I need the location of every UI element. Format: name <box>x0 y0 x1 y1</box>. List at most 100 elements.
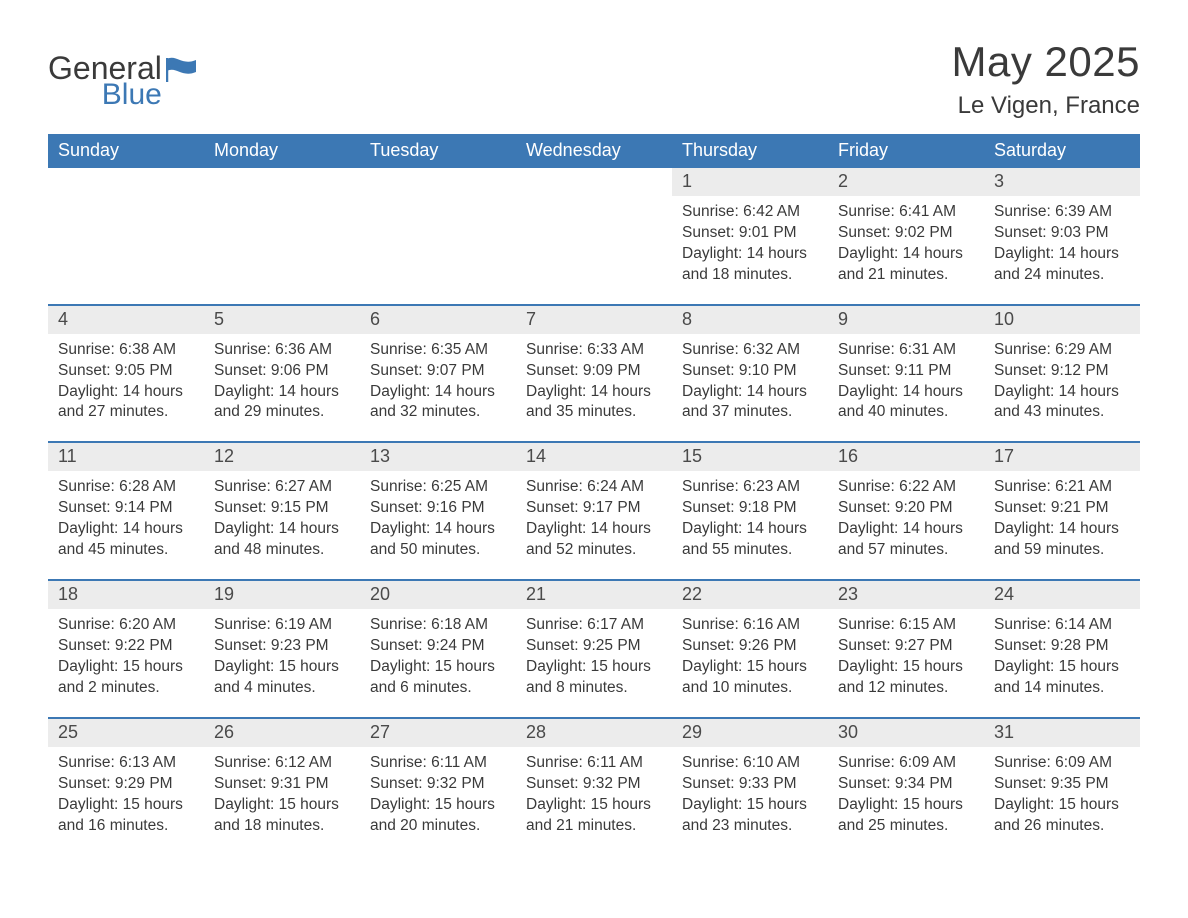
daylight-line: and 27 minutes. <box>58 402 194 423</box>
sunrise-line: Sunrise: 6:11 AM <box>526 753 662 774</box>
day-cell: Sunrise: 6:13 AMSunset: 9:29 PMDaylight:… <box>48 747 204 841</box>
day-cell: Sunrise: 6:16 AMSunset: 9:26 PMDaylight:… <box>672 609 828 703</box>
month-title: May 2025 <box>952 38 1140 86</box>
header: General Blue May 2025 Le Vigen, France <box>48 38 1140 120</box>
sunrise-line: Sunrise: 6:21 AM <box>994 477 1130 498</box>
daylight-line: and 16 minutes. <box>58 816 194 837</box>
sunset-line: Sunset: 9:28 PM <box>994 636 1130 657</box>
day-number: 10 <box>984 306 1140 334</box>
brand-text: General Blue <box>48 52 162 110</box>
day-number: 17 <box>984 443 1140 471</box>
sunrise-line: Sunrise: 6:39 AM <box>994 202 1130 223</box>
sunset-line: Sunset: 9:17 PM <box>526 498 662 519</box>
sunrise-line: Sunrise: 6:14 AM <box>994 615 1130 636</box>
daynum-row: 18192021222324 <box>48 581 1140 609</box>
day-number: 16 <box>828 443 984 471</box>
daylight-line: Daylight: 14 hours <box>214 382 350 403</box>
weekday-header: Sunday Monday Tuesday Wednesday Thursday… <box>48 134 1140 168</box>
sunset-line: Sunset: 9:20 PM <box>838 498 974 519</box>
sunrise-line: Sunrise: 6:12 AM <box>214 753 350 774</box>
daylight-line: and 21 minutes. <box>838 265 974 286</box>
day-number: 23 <box>828 581 984 609</box>
sunrise-line: Sunrise: 6:16 AM <box>682 615 818 636</box>
sunset-line: Sunset: 9:09 PM <box>526 361 662 382</box>
sunrise-line: Sunrise: 6:22 AM <box>838 477 974 498</box>
sunset-line: Sunset: 9:23 PM <box>214 636 350 657</box>
sunset-line: Sunset: 9:18 PM <box>682 498 818 519</box>
day-cell: Sunrise: 6:29 AMSunset: 9:12 PMDaylight:… <box>984 334 1140 428</box>
daylight-line: Daylight: 14 hours <box>370 382 506 403</box>
day-cell: Sunrise: 6:09 AMSunset: 9:34 PMDaylight:… <box>828 747 984 841</box>
day-number: 11 <box>48 443 204 471</box>
daylight-line: and 32 minutes. <box>370 402 506 423</box>
title-block: May 2025 Le Vigen, France <box>952 38 1140 120</box>
day-cell: Sunrise: 6:20 AMSunset: 9:22 PMDaylight:… <box>48 609 204 703</box>
daylight-line: Daylight: 14 hours <box>682 244 818 265</box>
sunrise-line: Sunrise: 6:36 AM <box>214 340 350 361</box>
weekday-label: Wednesday <box>516 134 672 168</box>
daylight-line: Daylight: 15 hours <box>526 795 662 816</box>
daylight-line: and 21 minutes. <box>526 816 662 837</box>
sunset-line: Sunset: 9:32 PM <box>370 774 506 795</box>
daylight-line: and 2 minutes. <box>58 678 194 699</box>
daylight-line: Daylight: 15 hours <box>214 657 350 678</box>
daylight-line: Daylight: 14 hours <box>526 382 662 403</box>
day-number <box>516 168 672 196</box>
sunrise-line: Sunrise: 6:31 AM <box>838 340 974 361</box>
daylight-line: Daylight: 15 hours <box>370 657 506 678</box>
sunrise-line: Sunrise: 6:20 AM <box>58 615 194 636</box>
daylight-line: Daylight: 14 hours <box>838 382 974 403</box>
day-number: 19 <box>204 581 360 609</box>
sunrise-line: Sunrise: 6:24 AM <box>526 477 662 498</box>
sunset-line: Sunset: 9:02 PM <box>838 223 974 244</box>
day-cell: Sunrise: 6:21 AMSunset: 9:21 PMDaylight:… <box>984 471 1140 565</box>
daylight-line: Daylight: 15 hours <box>994 657 1130 678</box>
day-cell: Sunrise: 6:39 AMSunset: 9:03 PMDaylight:… <box>984 196 1140 290</box>
daylight-line: and 57 minutes. <box>838 540 974 561</box>
day-number: 15 <box>672 443 828 471</box>
sunset-line: Sunset: 9:31 PM <box>214 774 350 795</box>
day-cell: Sunrise: 6:28 AMSunset: 9:14 PMDaylight:… <box>48 471 204 565</box>
weekday-label: Tuesday <box>360 134 516 168</box>
daylight-line: Daylight: 14 hours <box>58 519 194 540</box>
daylight-line: and 40 minutes. <box>838 402 974 423</box>
day-cell: Sunrise: 6:32 AMSunset: 9:10 PMDaylight:… <box>672 334 828 428</box>
sunset-line: Sunset: 9:26 PM <box>682 636 818 657</box>
weekday-label: Thursday <box>672 134 828 168</box>
sunset-line: Sunset: 9:06 PM <box>214 361 350 382</box>
daynum-row: 11121314151617 <box>48 443 1140 471</box>
weekday-label: Friday <box>828 134 984 168</box>
sunset-line: Sunset: 9:32 PM <box>526 774 662 795</box>
daylight-line: and 29 minutes. <box>214 402 350 423</box>
sunset-line: Sunset: 9:12 PM <box>994 361 1130 382</box>
daylight-line: Daylight: 15 hours <box>682 795 818 816</box>
day-cell: Sunrise: 6:11 AMSunset: 9:32 PMDaylight:… <box>360 747 516 841</box>
sunrise-line: Sunrise: 6:42 AM <box>682 202 818 223</box>
sunrise-line: Sunrise: 6:09 AM <box>994 753 1130 774</box>
day-number: 3 <box>984 168 1140 196</box>
sunrise-line: Sunrise: 6:32 AM <box>682 340 818 361</box>
brand-logo: General Blue <box>48 52 200 110</box>
daylight-line: Daylight: 14 hours <box>682 382 818 403</box>
day-cell: Sunrise: 6:11 AMSunset: 9:32 PMDaylight:… <box>516 747 672 841</box>
day-cell: Sunrise: 6:24 AMSunset: 9:17 PMDaylight:… <box>516 471 672 565</box>
sunset-line: Sunset: 9:21 PM <box>994 498 1130 519</box>
daylight-line: Daylight: 14 hours <box>370 519 506 540</box>
day-number <box>204 168 360 196</box>
day-cell: Sunrise: 6:10 AMSunset: 9:33 PMDaylight:… <box>672 747 828 841</box>
sunset-line: Sunset: 9:34 PM <box>838 774 974 795</box>
daylight-line: and 50 minutes. <box>370 540 506 561</box>
daylight-line: Daylight: 14 hours <box>682 519 818 540</box>
day-cell: Sunrise: 6:09 AMSunset: 9:35 PMDaylight:… <box>984 747 1140 841</box>
sunset-line: Sunset: 9:15 PM <box>214 498 350 519</box>
day-number: 26 <box>204 719 360 747</box>
day-cell <box>360 196 516 290</box>
daylight-line: Daylight: 15 hours <box>214 795 350 816</box>
sunrise-line: Sunrise: 6:11 AM <box>370 753 506 774</box>
day-cell: Sunrise: 6:23 AMSunset: 9:18 PMDaylight:… <box>672 471 828 565</box>
sunset-line: Sunset: 9:07 PM <box>370 361 506 382</box>
day-number: 25 <box>48 719 204 747</box>
sunrise-line: Sunrise: 6:27 AM <box>214 477 350 498</box>
weeks-container: 123Sunrise: 6:42 AMSunset: 9:01 PMDaylig… <box>48 168 1140 840</box>
sunset-line: Sunset: 9:33 PM <box>682 774 818 795</box>
